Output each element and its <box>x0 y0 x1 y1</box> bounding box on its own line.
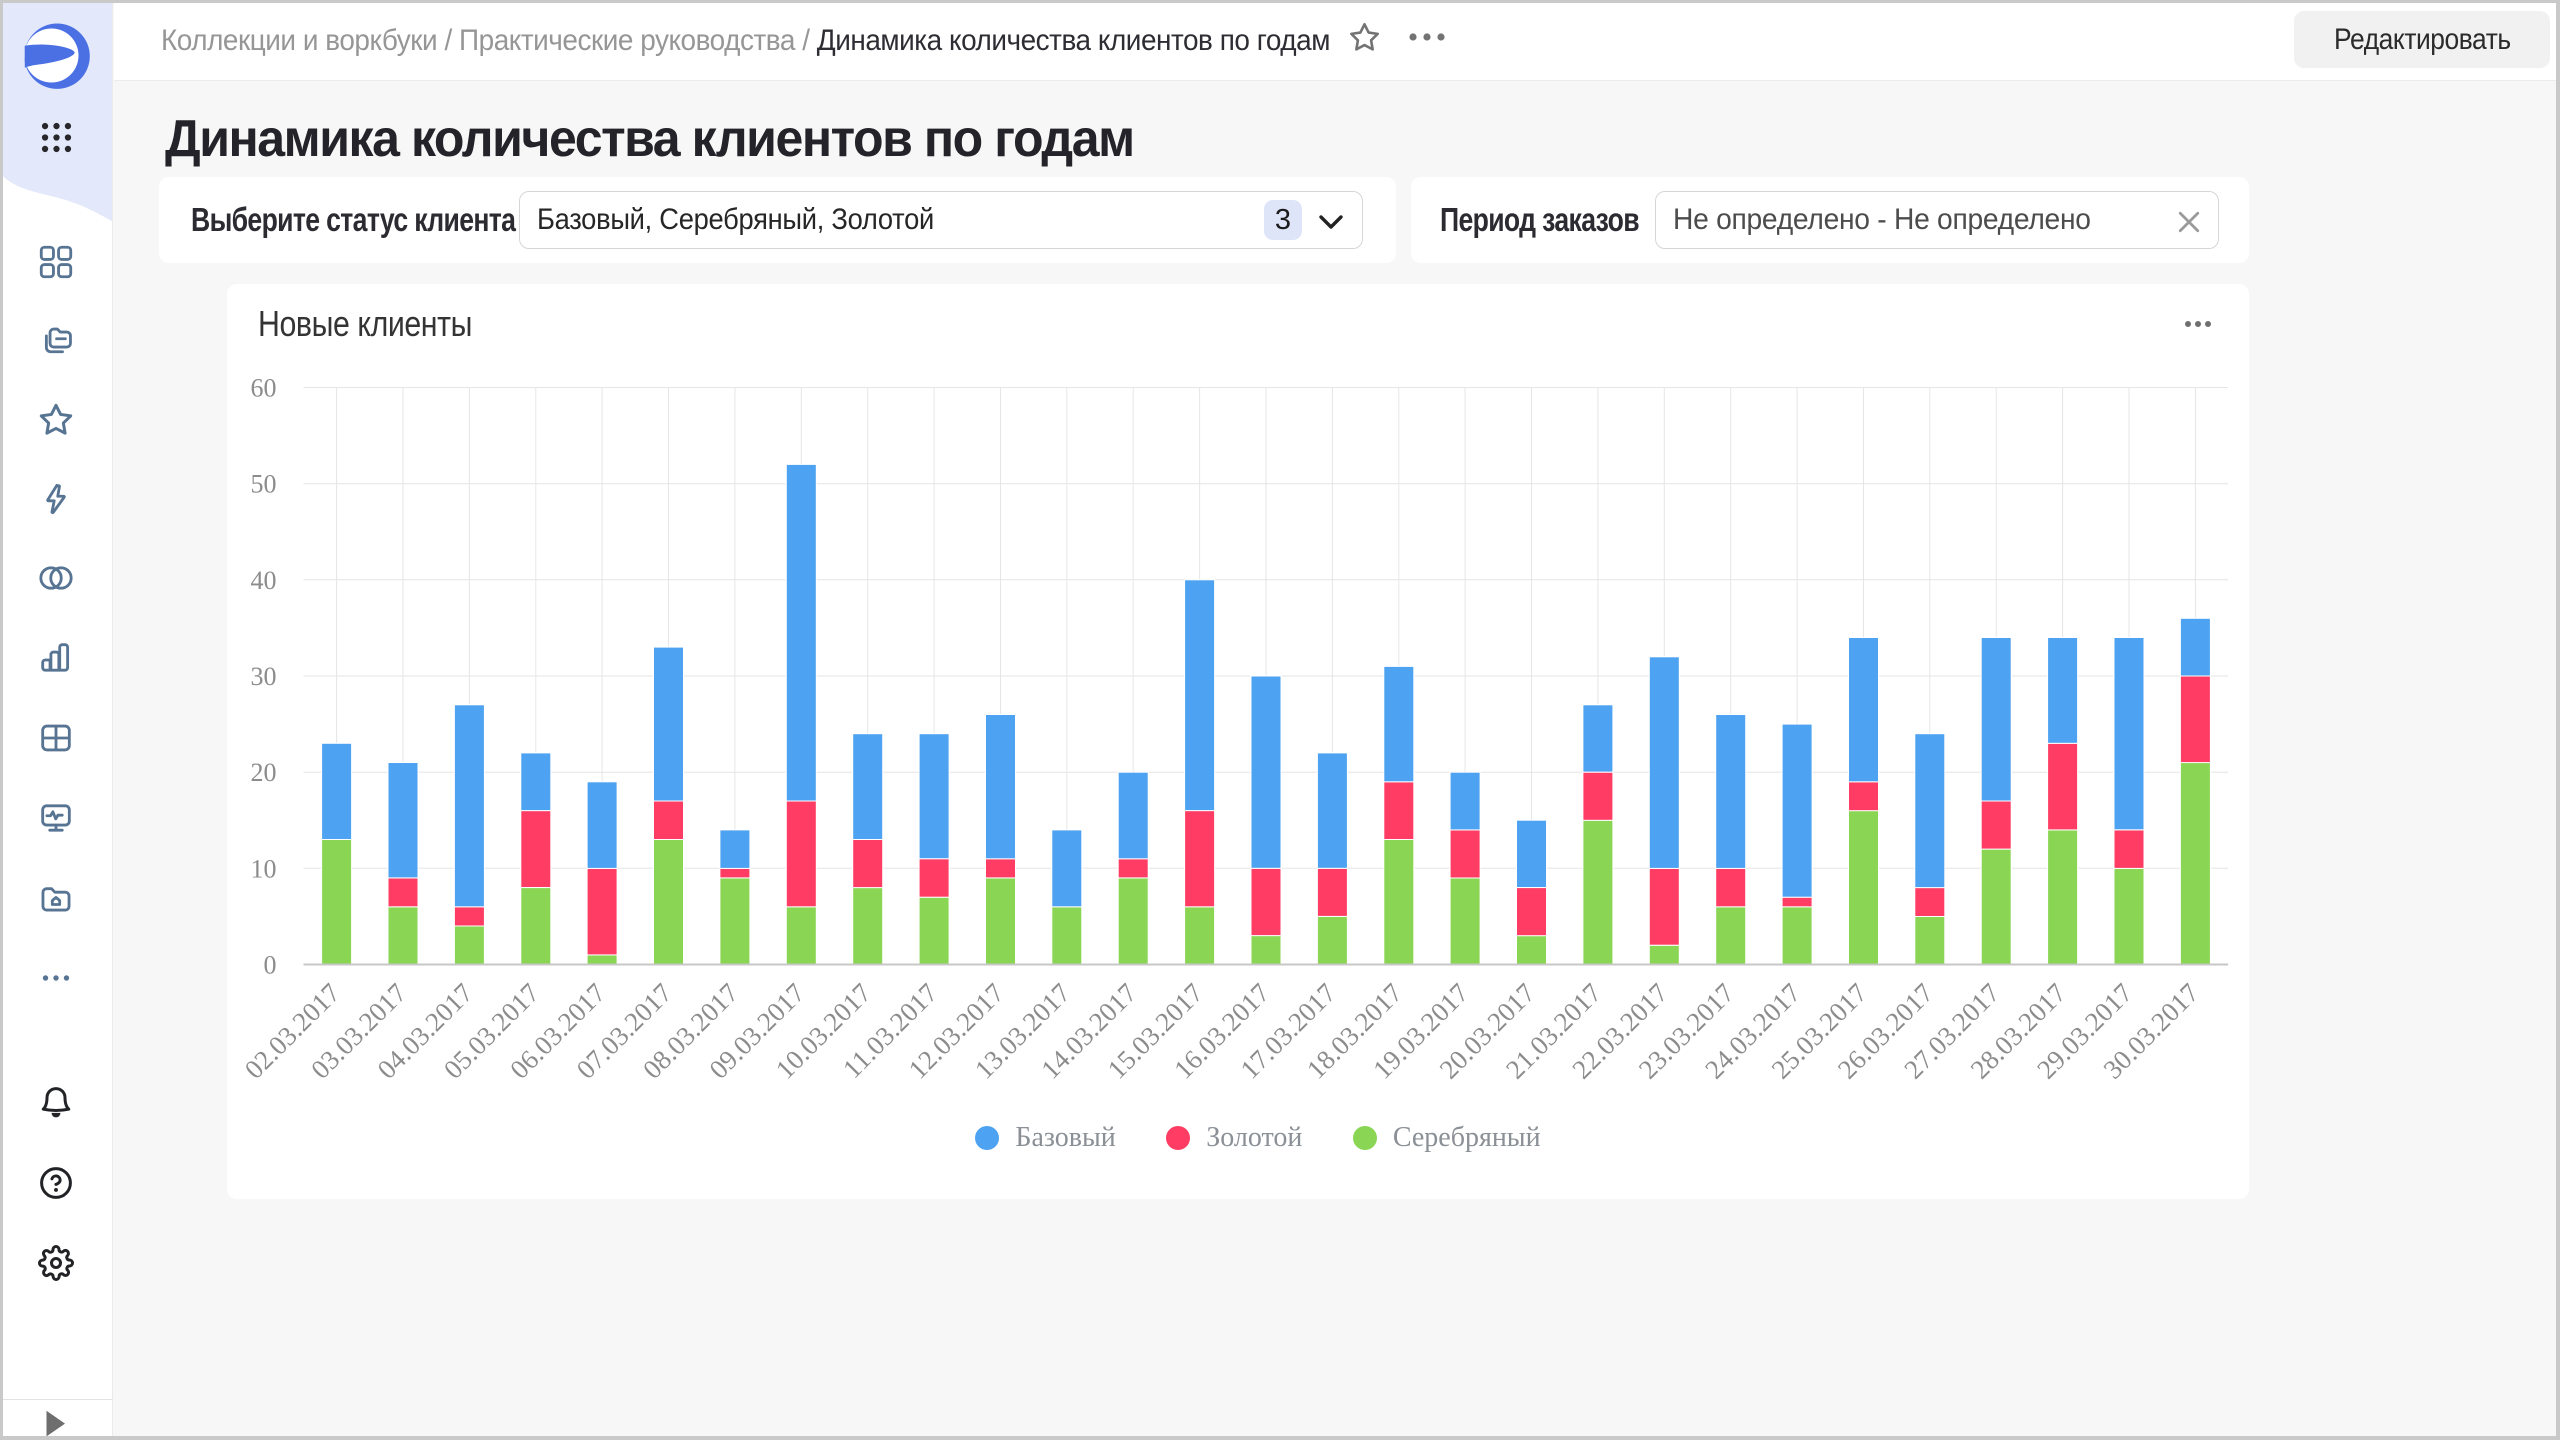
svg-text:40: 40 <box>251 566 277 595</box>
svg-text:30: 30 <box>251 662 277 691</box>
svg-text:60: 60 <box>251 374 277 403</box>
svg-text:20: 20 <box>251 758 277 787</box>
svg-text:50: 50 <box>251 470 277 499</box>
svg-text:0: 0 <box>264 951 277 980</box>
svg-text:10: 10 <box>251 854 277 883</box>
